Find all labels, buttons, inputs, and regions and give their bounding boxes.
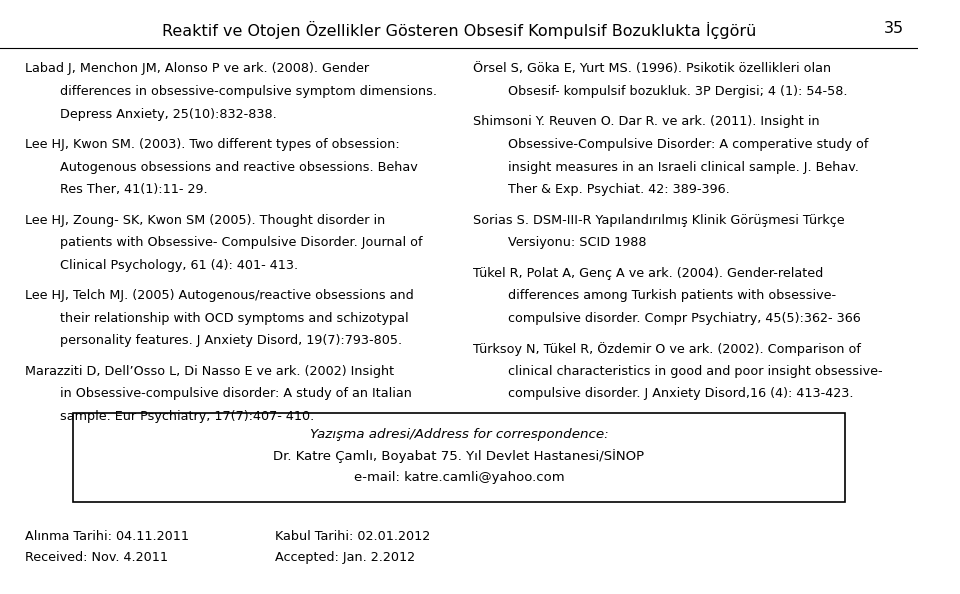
Text: e-mail: katre.camli@yahoo.com: e-mail: katre.camli@yahoo.com xyxy=(353,470,564,484)
Text: Örsel S, Göka E, Yurt MS. (1996). Psikotik özellikleri olan: Örsel S, Göka E, Yurt MS. (1996). Psikot… xyxy=(472,62,830,75)
FancyBboxPatch shape xyxy=(73,413,845,502)
Text: Clinical Psychology, 61 (4): 401- 413.: Clinical Psychology, 61 (4): 401- 413. xyxy=(60,259,298,271)
Text: Yazışma adresi/Address for correspondence:: Yazışma adresi/Address for correspondenc… xyxy=(310,428,609,441)
Text: Tükel R, Polat A, Genç A ve ark. (2004). Gender-related: Tükel R, Polat A, Genç A ve ark. (2004).… xyxy=(472,267,823,280)
Text: Ther & Exp. Psychiat. 42: 389-396.: Ther & Exp. Psychiat. 42: 389-396. xyxy=(508,183,730,196)
Text: Sorias S. DSM-III-R Yapılandırılmış Klinik Görüşmesi Türkçe: Sorias S. DSM-III-R Yapılandırılmış Klin… xyxy=(472,214,845,226)
Text: Obsesif- kompulsif bozukluk. 3P Dergisi; 4 (1): 54-58.: Obsesif- kompulsif bozukluk. 3P Dergisi;… xyxy=(508,85,847,98)
Text: Marazziti D, Dell’Osso L, Di Nasso E ve ark. (2002) Insight: Marazziti D, Dell’Osso L, Di Nasso E ve … xyxy=(25,365,394,378)
Text: Alınma Tarihi: 04.11.2011: Alınma Tarihi: 04.11.2011 xyxy=(25,530,189,543)
Text: Türksoy N, Tükel R, Özdemir O ve ark. (2002). Comparison of: Türksoy N, Tükel R, Özdemir O ve ark. (2… xyxy=(472,342,860,356)
Text: personality features. J Anxiety Disord, 19(7):793-805.: personality features. J Anxiety Disord, … xyxy=(60,334,402,347)
Text: differences in obsessive-compulsive symptom dimensions.: differences in obsessive-compulsive symp… xyxy=(60,85,437,98)
Text: insight measures in an Israeli clinical sample. J. Behav.: insight measures in an Israeli clinical … xyxy=(508,160,858,173)
Text: differences among Turkish patients with obsessive-: differences among Turkish patients with … xyxy=(508,289,836,302)
Text: Accepted: Jan. 2.2012: Accepted: Jan. 2.2012 xyxy=(276,551,416,564)
Text: Received: Nov. 4.2011: Received: Nov. 4.2011 xyxy=(25,551,168,564)
Text: Res Ther, 41(1):11- 29.: Res Ther, 41(1):11- 29. xyxy=(60,183,207,196)
Text: compulsive disorder. Compr Psychiatry, 45(5):362- 366: compulsive disorder. Compr Psychiatry, 4… xyxy=(508,312,860,325)
Text: Lee HJ, Zoung- SK, Kwon SM (2005). Thought disorder in: Lee HJ, Zoung- SK, Kwon SM (2005). Thoug… xyxy=(25,214,385,226)
Text: in Obsessive-compulsive disorder: A study of an Italian: in Obsessive-compulsive disorder: A stud… xyxy=(60,387,412,400)
Text: Labad J, Menchon JM, Alonso P ve ark. (2008). Gender: Labad J, Menchon JM, Alonso P ve ark. (2… xyxy=(25,62,369,75)
Text: sample. Eur Psychiatry, 17(7):407- 410.: sample. Eur Psychiatry, 17(7):407- 410. xyxy=(60,410,314,423)
Text: Autogenous obsessions and reactive obsessions. Behav: Autogenous obsessions and reactive obses… xyxy=(60,160,418,173)
Text: clinical characteristics in good and poor insight obsessive-: clinical characteristics in good and poo… xyxy=(508,365,882,378)
Text: Versiyonu: SCID 1988: Versiyonu: SCID 1988 xyxy=(508,236,646,249)
Text: Dr. Katre Çamlı, Boyabat 75. Yıl Devlet Hastanesi/SİNOP: Dr. Katre Çamlı, Boyabat 75. Yıl Devlet … xyxy=(274,449,644,463)
Text: compulsive disorder. J Anxiety Disord,16 (4): 413-423.: compulsive disorder. J Anxiety Disord,16… xyxy=(508,387,853,400)
Text: Obsessive-Compulsive Disorder: A comperative study of: Obsessive-Compulsive Disorder: A compera… xyxy=(508,138,868,151)
Text: Kabul Tarihi: 02.01.2012: Kabul Tarihi: 02.01.2012 xyxy=(276,530,431,543)
Text: Lee HJ, Kwon SM. (2003). Two different types of obsession:: Lee HJ, Kwon SM. (2003). Two different t… xyxy=(25,138,399,151)
Text: Lee HJ, Telch MJ. (2005) Autogenous/reactive obsessions and: Lee HJ, Telch MJ. (2005) Autogenous/reac… xyxy=(25,289,414,302)
Text: their relationship with OCD symptoms and schizotypal: their relationship with OCD symptoms and… xyxy=(60,312,408,325)
Text: Depress Anxiety, 25(10):832-838.: Depress Anxiety, 25(10):832-838. xyxy=(60,108,276,121)
Text: patients with Obsessive- Compulsive Disorder. Journal of: patients with Obsessive- Compulsive Diso… xyxy=(60,236,422,249)
Text: Shimsoni Y. Reuven O. Dar R. ve ark. (2011). Insight in: Shimsoni Y. Reuven O. Dar R. ve ark. (20… xyxy=(472,115,820,128)
Text: Reaktif ve Otojen Özellikler Gösteren Obsesif Kompulsif Bozuklukta İçgörü: Reaktif ve Otojen Özellikler Gösteren Ob… xyxy=(162,21,756,39)
Text: 35: 35 xyxy=(884,21,904,36)
